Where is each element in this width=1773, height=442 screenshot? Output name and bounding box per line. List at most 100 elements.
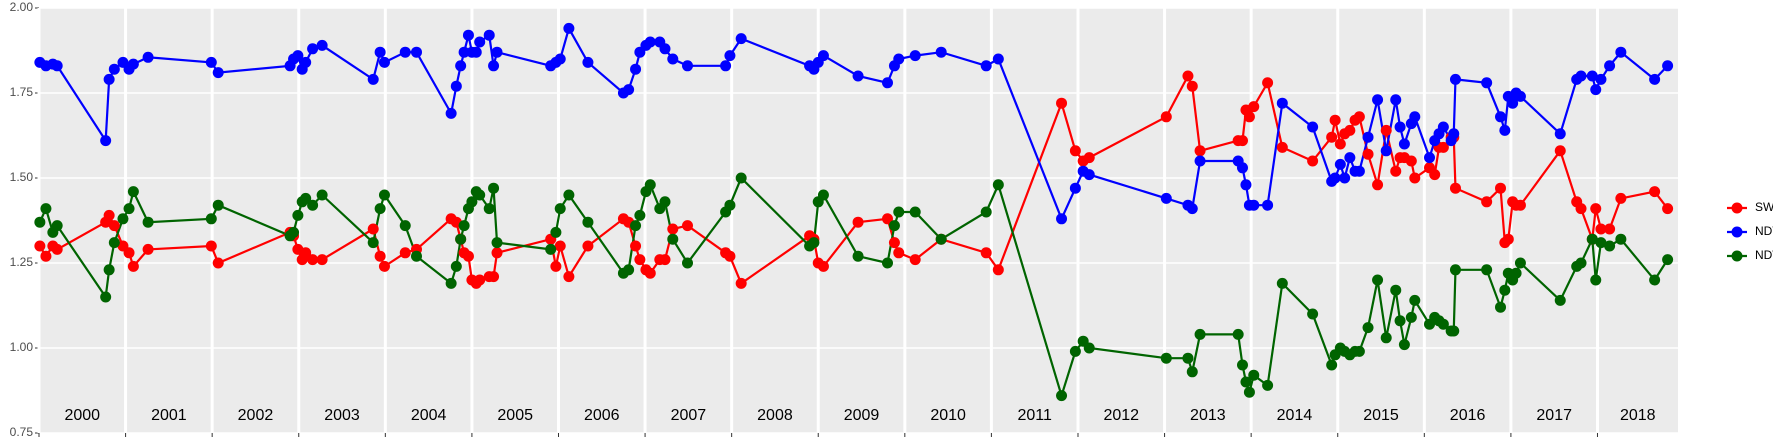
- data-point: [1248, 369, 1260, 381]
- data-point: [724, 50, 736, 62]
- data-point: [1240, 179, 1252, 191]
- data-point: [1554, 128, 1566, 140]
- data-point: [108, 237, 120, 249]
- data-point: [462, 250, 474, 262]
- data-point: [1380, 332, 1392, 344]
- data-point: [545, 243, 557, 255]
- data-point: [852, 70, 864, 82]
- data-point: [1649, 186, 1661, 198]
- data-point: [1339, 172, 1351, 184]
- data-point: [682, 257, 694, 269]
- data-point: [1182, 352, 1194, 364]
- data-point: [1160, 352, 1172, 364]
- data-point: [1083, 169, 1095, 181]
- data-point: [1307, 308, 1319, 320]
- data-point: [300, 247, 312, 259]
- data-point: [1409, 294, 1421, 306]
- data-point: [399, 46, 411, 58]
- data-point: [682, 220, 694, 232]
- data-point: [909, 206, 921, 218]
- data-point: [852, 250, 864, 262]
- data-point: [450, 260, 462, 272]
- data-point: [1390, 94, 1402, 106]
- data-point: [410, 250, 422, 262]
- data-point: [1507, 97, 1519, 109]
- x-band-label: 2016: [1450, 407, 1486, 424]
- data-point: [882, 213, 894, 225]
- data-point: [667, 223, 679, 235]
- data-point: [1243, 386, 1255, 398]
- data-point: [659, 196, 671, 208]
- data-point: [1604, 60, 1616, 72]
- data-point: [1595, 223, 1607, 235]
- data-point: [1334, 138, 1346, 150]
- data-point: [1499, 284, 1511, 296]
- data-point: [634, 254, 646, 266]
- data-point: [458, 46, 470, 58]
- data-point: [1262, 199, 1274, 211]
- data-point: [808, 237, 820, 249]
- data-point: [205, 213, 217, 225]
- data-point: [1514, 257, 1526, 269]
- data-point: [1575, 203, 1587, 215]
- data-point: [888, 237, 900, 249]
- data-point: [909, 254, 921, 266]
- data-point: [935, 46, 947, 58]
- data-point: [582, 240, 594, 252]
- data-point: [563, 22, 575, 34]
- y-tick-label: 1.00: [10, 340, 34, 354]
- legend-key: [1731, 226, 1743, 238]
- data-point: [1554, 294, 1566, 306]
- data-point: [483, 203, 495, 215]
- data-point: [1495, 182, 1507, 194]
- data-point: [1514, 199, 1526, 211]
- data-point: [980, 60, 992, 72]
- data-point: [445, 277, 457, 289]
- x-band-label: 2006: [584, 407, 620, 424]
- data-point: [40, 250, 52, 262]
- data-point: [724, 250, 736, 262]
- data-point: [1307, 121, 1319, 133]
- data-point: [623, 264, 635, 276]
- data-point: [316, 189, 328, 201]
- data-point: [1595, 237, 1607, 249]
- data-point: [1448, 128, 1460, 140]
- x-band-label: 2011: [1017, 407, 1052, 424]
- legend-key: [1731, 202, 1743, 214]
- data-point: [1344, 124, 1356, 136]
- data-point: [667, 53, 679, 65]
- data-point: [399, 247, 411, 259]
- y-tick-label: 0.75: [10, 425, 34, 439]
- data-point: [1398, 138, 1410, 150]
- data-point: [127, 58, 139, 70]
- data-point: [1069, 145, 1081, 157]
- data-point: [1083, 152, 1095, 164]
- data-point: [1307, 155, 1319, 167]
- data-point: [1449, 73, 1461, 85]
- data-point: [980, 247, 992, 259]
- data-point: [554, 240, 566, 252]
- data-point: [1481, 77, 1493, 89]
- data-point: [1662, 254, 1674, 266]
- x-band-label: 2014: [1277, 407, 1313, 424]
- data-point: [142, 243, 154, 255]
- data-point: [1449, 264, 1461, 276]
- data-point: [445, 107, 457, 119]
- data-point: [474, 36, 486, 48]
- data-point: [1276, 277, 1288, 289]
- data-point: [724, 199, 736, 211]
- data-point: [100, 135, 112, 147]
- data-point: [582, 216, 594, 228]
- x-band-label: 2005: [497, 407, 533, 424]
- data-point: [644, 267, 656, 279]
- data-point: [100, 291, 112, 303]
- data-point: [367, 237, 379, 249]
- data-point: [1615, 192, 1627, 204]
- data-point: [374, 250, 386, 262]
- data-point: [1372, 274, 1384, 286]
- data-point: [1240, 376, 1252, 388]
- data-point: [1353, 111, 1365, 123]
- data-point: [1182, 70, 1194, 82]
- data-point: [455, 60, 467, 72]
